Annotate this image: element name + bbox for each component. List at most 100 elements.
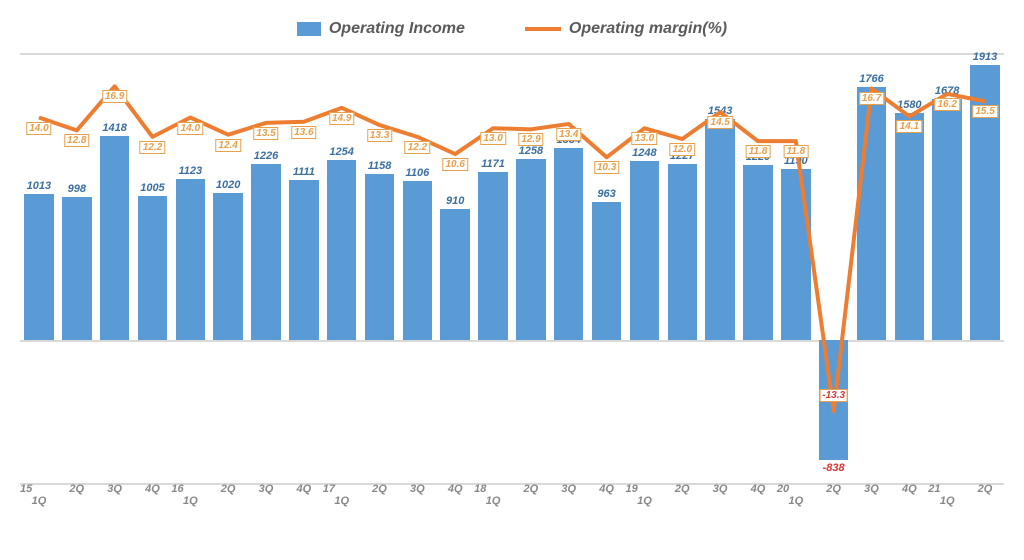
margin-value-label: 12.4 [215,139,240,152]
x-axis-label: 3Q [701,483,739,523]
income-bar [289,180,319,339]
margin-value-label: 13.6 [291,126,316,139]
bar-column: 910 [436,53,474,483]
bar-column: 1020 [209,53,247,483]
bar-column: 1226 [247,53,285,483]
margin-value-label: 16.9 [102,90,127,103]
income-value-label: 910 [436,195,474,207]
x-axis-label: 3Q [853,483,891,523]
income-value-label: 1013 [20,180,58,192]
x-axis-label: 4Q [890,483,928,523]
margin-value-label: 12.8 [64,134,89,147]
x-axis-label: 2Q [815,483,853,523]
income-bar [516,159,546,339]
income-bar [743,165,773,340]
x-axis-label: 3Q [550,483,588,523]
margin-value-label: 14.5 [707,116,732,129]
income-value-label: 1418 [96,122,134,134]
margin-value-label: 12.2 [140,141,165,154]
income-bar [554,148,584,339]
bar-column: 1190 [777,53,815,483]
bar-column: 1111 [285,53,323,483]
margin-value-label: 11.8 [783,145,808,158]
margin-value-label: 10.6 [442,158,467,171]
income-bar [403,181,433,340]
income-value-label: 963 [588,188,626,200]
x-axis-label: 191Q [626,483,664,523]
income-bar [138,196,168,340]
margin-value-label: -13.3 [819,389,848,402]
income-bar [705,119,735,340]
x-axis-label: 2Q [512,483,550,523]
income-bar [895,113,925,339]
income-bar [592,202,622,340]
x-axis-label: 4Q [436,483,474,523]
bar-column: 1227 [663,53,701,483]
income-value-label: 1123 [171,165,209,177]
x-axis-label: 4Q [134,483,172,523]
bar-column: 1013 [20,53,58,483]
income-value-label: 1248 [626,147,664,159]
x-axis-label: 3Q [96,483,134,523]
bar-column: 1678 [928,53,966,483]
x-axis-label: 211Q [928,483,966,523]
income-bar [668,164,698,340]
income-value-label: 1005 [134,182,172,194]
margin-value-label: 12.2 [405,141,430,154]
margin-value-label: 13.0 [632,132,657,145]
margin-value-label: 14.0 [26,122,51,135]
x-axis-label: 4Q [739,483,777,523]
income-value-label: 1678 [928,85,966,97]
income-bar [440,209,470,339]
margin-value-label: 13.4 [556,128,581,141]
income-value-label: 1106 [398,167,436,179]
legend-margin: Operating margin(%) [525,20,727,38]
income-value-label: 1111 [285,166,323,178]
x-axis-label: 4Q [285,483,323,523]
income-bar [100,136,130,339]
bar-column: -838 [815,53,853,483]
income-bar [251,164,281,340]
bar-column: 1766 [853,53,891,483]
x-axis-label: 4Q [588,483,626,523]
income-bar [176,179,206,340]
margin-value-label: 14.1 [897,120,922,133]
bar-column: 1123 [171,53,209,483]
x-axis-label: 3Q [398,483,436,523]
income-bar [781,169,811,340]
income-value-label: 1158 [361,160,399,172]
x-axis-label: 2Q [361,483,399,523]
x-axis-label: 171Q [323,483,361,523]
x-axis-label: 161Q [171,483,209,523]
legend-income-label: Operating Income [329,20,465,38]
bar-column: 1158 [361,53,399,483]
legend: Operating Income Operating margin(%) [20,20,1004,38]
income-value-label: 1020 [209,179,247,191]
income-value-label: 1226 [247,150,285,162]
margin-value-label: 14.9 [329,112,354,125]
income-bar [24,194,54,339]
margin-value-label: 15.5 [972,105,997,118]
x-axis-label: 3Q [247,483,285,523]
margin-value-label: 11.8 [746,145,771,158]
income-bar [630,161,660,340]
legend-margin-swatch [525,27,561,31]
income-bar [365,174,395,340]
margin-value-label: 16.7 [859,92,884,105]
bar-column: 1005 [134,53,172,483]
x-axis-label: 2Q [209,483,247,523]
legend-margin-label: Operating margin(%) [569,20,727,38]
bar-column: 1220 [739,53,777,483]
income-value-label: 1580 [890,99,928,111]
bar-column: 1334 [550,53,588,483]
bar-column: 1106 [398,53,436,483]
income-bar [327,160,357,340]
bars-row: 1013998141810051123102012261111125411581… [20,53,1004,483]
margin-value-label: 16.2 [934,98,959,111]
income-bar [478,172,508,340]
income-bar [932,99,962,340]
x-axis-label: 2Q [58,483,96,523]
income-value-label: 998 [58,183,96,195]
x-axis-label: 151Q [20,483,58,523]
margin-value-label: 13.0 [480,132,505,145]
